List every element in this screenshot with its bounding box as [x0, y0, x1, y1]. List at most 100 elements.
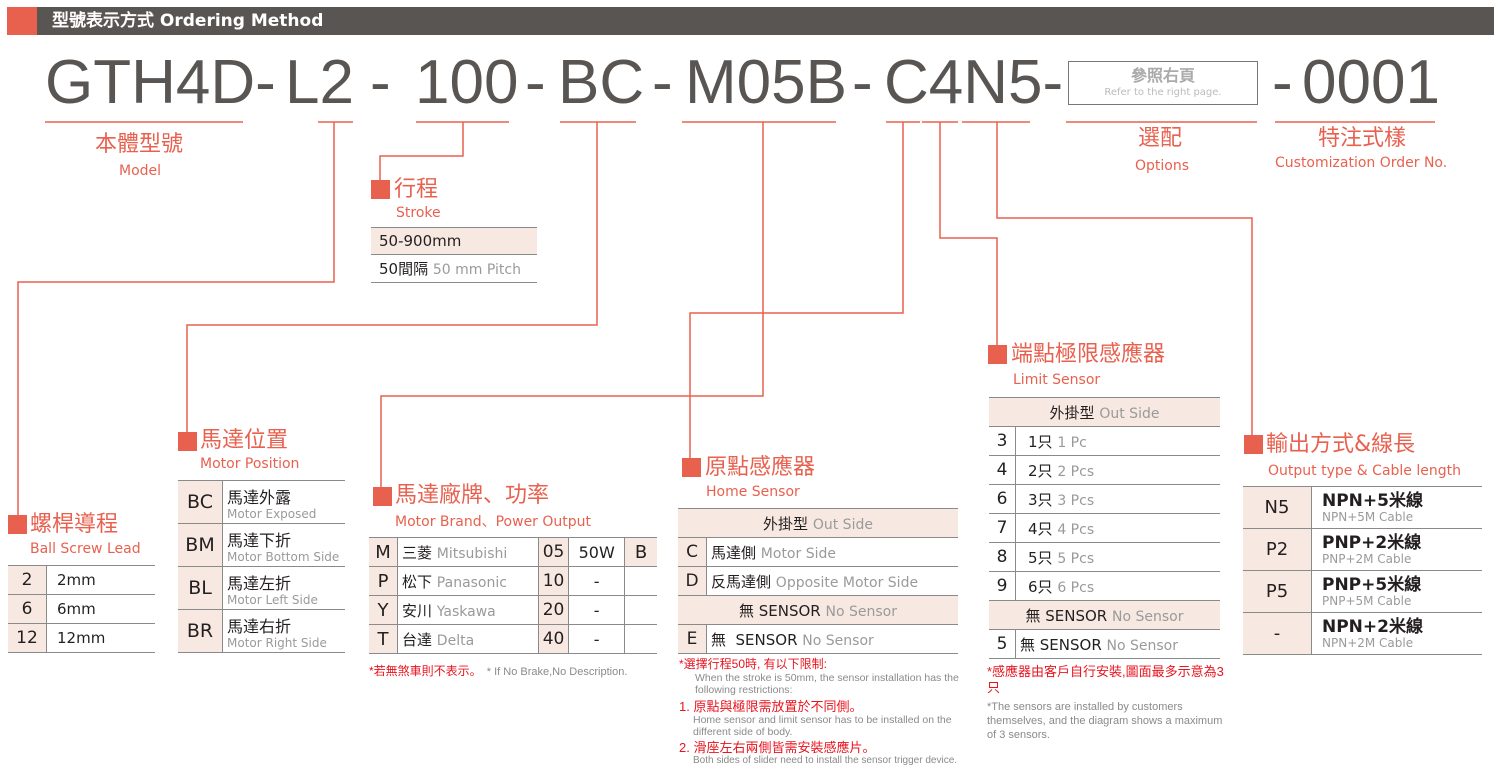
output-zh: PNP+2米線	[1322, 533, 1422, 553]
power-code: 05	[538, 537, 570, 567]
home-sensor-title: 原點感應器	[705, 455, 816, 480]
table-row: 12 12mm	[8, 623, 155, 653]
cell-en: 3 Pcs	[1057, 492, 1095, 509]
brand-name: 台達 Delta	[397, 624, 539, 654]
brand-code: P	[369, 566, 398, 596]
home-desc: 無 SENSOR No Sensor	[706, 624, 958, 654]
brand-name: 松下 Panasonic	[397, 566, 539, 596]
motor-position-marker	[178, 432, 197, 451]
stroke-cell: 50-900mm	[371, 227, 537, 255]
cell-zh: 三菱	[402, 543, 433, 562]
home-header: 外掛型 Out Side	[678, 508, 958, 538]
limit-code: 6	[989, 484, 1016, 514]
options-label-zh: 選配	[1138, 126, 1183, 151]
stroke-title: 行程	[394, 177, 439, 202]
position-zh: 馬達外露	[227, 487, 292, 507]
position-en: Motor Exposed	[227, 506, 317, 521]
cell-en: Motor Side	[760, 545, 836, 562]
code-stroke: 100	[415, 48, 519, 117]
cell-zh: 外掛型	[763, 514, 809, 533]
limit-code: 8	[989, 542, 1016, 572]
position-zh: 馬達左折	[227, 573, 292, 593]
position-code: BM	[178, 523, 223, 567]
table-row: BL 馬達左折 Motor Left Side	[178, 566, 345, 610]
output-en: NPN+2M Cable	[1322, 636, 1414, 650]
table-row: T 台達 Delta 40-	[369, 624, 657, 654]
motor-brand-title: 馬達廠牌、功率	[395, 483, 550, 508]
limit-desc: 3只 3 Pcs	[1015, 484, 1220, 514]
output-desc: PNP+5米線 PNP+5M Cable	[1311, 570, 1482, 613]
power-code: 20	[538, 595, 570, 625]
table-row: 4 2只 2 Pcs	[989, 455, 1220, 485]
cell-zh: 外掛型	[1049, 403, 1095, 422]
table-row: P5 PNP+5米線 PNP+5M Cable	[1243, 570, 1482, 613]
code-lead: L2	[285, 48, 354, 117]
header-title: 型號表示方式 Ordering Method	[52, 11, 324, 31]
cell-zh: 5只	[1028, 548, 1053, 567]
limit-code: 3	[989, 426, 1016, 456]
home-sensor-notes: *選擇行程50時, 有以下限制: When the stroke is 50mm…	[679, 657, 969, 767]
cell-en: Out Side	[1099, 405, 1160, 422]
cell-en: 1 Pc	[1057, 434, 1087, 451]
output-zh: PNP+5米線	[1322, 575, 1422, 595]
lead-value: 2mm	[46, 565, 155, 595]
cell-en: 5 Pcs	[1057, 550, 1095, 567]
options-box-zh: 參照右頁	[1130, 66, 1195, 85]
header-bar	[7, 7, 1494, 35]
home-desc: 馬達側 Motor Side	[706, 537, 958, 567]
cell-zh: 3只	[1028, 490, 1053, 509]
motor-position-table: BC 馬達外露 Motor Exposed BM 馬達下折 Motor Bottom Si…	[178, 480, 345, 653]
cell-zh: 台達	[402, 630, 433, 649]
cell-en: No Sensor	[825, 603, 897, 620]
cell-en: Panasonic	[436, 574, 507, 591]
brand-name: 三菱 Mitsubishi	[397, 537, 539, 567]
motor-brand-note-en: * If No Brake,No Description.	[486, 666, 628, 678]
brand-code: Y	[369, 595, 398, 625]
output-desc: NPN+5米線 NPN+5M Cable	[1311, 486, 1482, 529]
motor-brand-table: M 三菱 Mitsubishi 05 50W B P 松下 Panasonic 10- Y 安川 …	[369, 537, 657, 654]
table-row: 50間隔 50 mm Pitch	[371, 254, 537, 283]
brake-code	[624, 595, 657, 625]
home-note-2-en: Both sides of slider need to install the…	[693, 755, 958, 766]
options-box: 參照右頁 Refer to the right page.	[1068, 61, 1258, 105]
position-code: BR	[178, 609, 223, 653]
table-row: BR 馬達右折 Motor Right Side	[178, 609, 345, 653]
motor-position-title: 馬達位置	[200, 428, 289, 453]
cell-zh: 松下	[402, 572, 433, 591]
limit-note-en: *The sensors are installed by customers …	[987, 701, 1223, 741]
table-row: 2 2mm	[8, 565, 155, 595]
cell-en: No Sensor	[802, 632, 874, 649]
cell-zh: 無 SENSOR	[1020, 635, 1102, 654]
options-label-en: Options	[1135, 158, 1190, 174]
limit-desc: 5只 5 Pcs	[1015, 542, 1220, 572]
code-motor: M05B	[685, 48, 847, 117]
limit-sensor-subtitle: Limit Sensor	[1013, 372, 1101, 388]
position-desc: 馬達外露 Motor Exposed	[222, 480, 345, 524]
power-value: -	[568, 595, 625, 625]
position-en: Motor Left Side	[227, 592, 318, 607]
cell-en: 50 mm Pitch	[432, 262, 521, 278]
table-row: BC 馬達外露 Motor Exposed	[178, 480, 345, 524]
limit-sensor-table: 外掛型 Out Side 3 1只 1 Pc 4 2只 2 Pcs 6 3只 3 Pcs 7 4…	[989, 397, 1220, 659]
cell-zh: 2只	[1028, 461, 1053, 480]
ball-screw-table: 2 2mm 6 6mm 12 12mm	[8, 565, 155, 653]
home-sensor-table: 外掛型 Out Side C 馬達側 Motor Side D 反馬達側 Opposit…	[678, 508, 958, 654]
limit-desc: 2只 2 Pcs	[1015, 455, 1220, 485]
limit-code: 7	[989, 513, 1016, 543]
output-code: P5	[1243, 570, 1312, 613]
position-code: BC	[178, 480, 223, 524]
cell-zh: 無 SENSOR	[738, 601, 821, 620]
code-custom: 0001	[1302, 48, 1440, 117]
motor-brand-note: *若無煞車則不表示。 * If No Brake,No Description.	[369, 660, 669, 679]
limit-code: 5	[989, 629, 1016, 659]
ball-screw-title: 螺桿導程	[30, 512, 119, 537]
position-en: Motor Right Side	[227, 635, 327, 650]
position-desc: 馬達右折 Motor Right Side	[222, 609, 345, 653]
home-note-0-zh: *選擇行程50時, 有以下限制:	[679, 657, 828, 671]
table-row: 9 6只 6 Pcs	[989, 571, 1220, 601]
limit-none-header: 無 SENSOR No Sensor	[989, 600, 1220, 630]
lead-value: 6mm	[46, 594, 155, 624]
limit-sensor-title: 端點極限感應器	[1011, 342, 1166, 367]
output-desc: PNP+2米線 PNP+2M Cable	[1311, 528, 1482, 571]
